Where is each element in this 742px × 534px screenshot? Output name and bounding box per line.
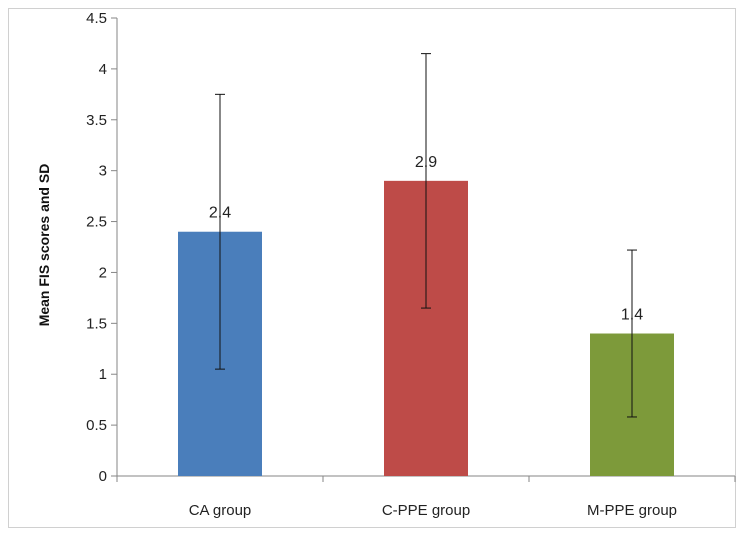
- y-tick-label: 3.5: [86, 112, 107, 129]
- y-tick-label: 4: [99, 61, 107, 78]
- y-tick-label: 3: [99, 163, 107, 180]
- y-tick-label: 2.5: [86, 214, 107, 231]
- y-axis-title: Mean FIS scores and SD: [36, 164, 52, 327]
- y-tick-label: 1: [99, 366, 107, 383]
- data-label: 1.4: [621, 307, 643, 324]
- y-tick-label: 1.5: [86, 315, 107, 332]
- data-label: 2.4: [209, 205, 231, 222]
- category-label: CA group: [189, 502, 252, 519]
- data-label: 2.9: [415, 154, 437, 171]
- y-tick-label: 2: [99, 264, 107, 281]
- y-tick-label: 4.5: [86, 10, 107, 27]
- category-label: M-PPE group: [587, 502, 677, 519]
- category-label: C-PPE group: [382, 502, 470, 519]
- y-tick-label: 0: [99, 468, 107, 485]
- y-tick-label: 0.5: [86, 417, 107, 434]
